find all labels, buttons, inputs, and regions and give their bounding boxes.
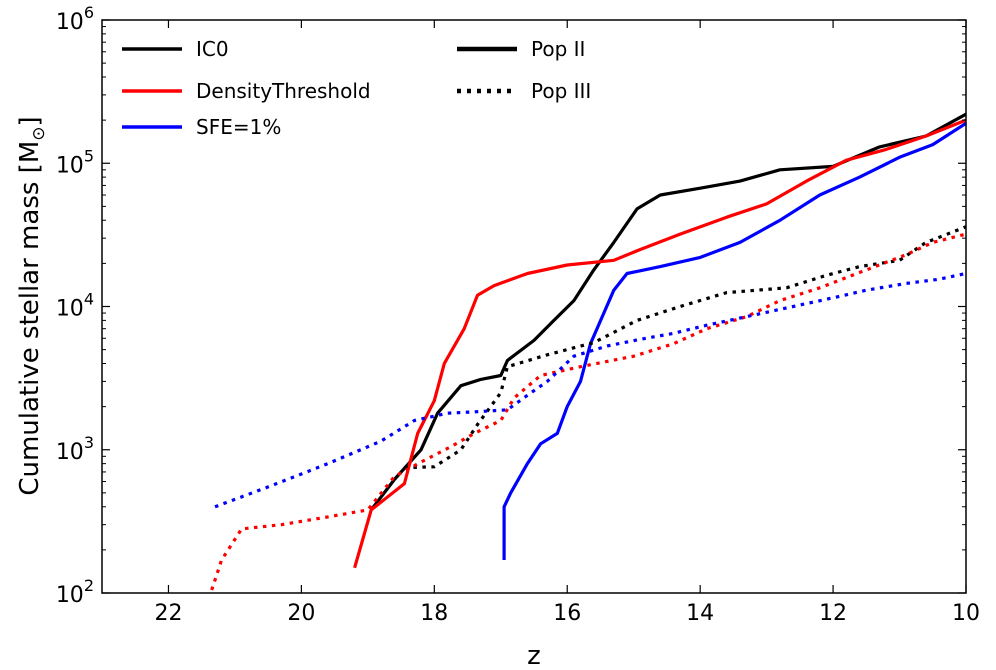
y-axis-label-close: ]	[15, 116, 45, 126]
plot-area-frame	[101, 19, 967, 594]
x-tick-label: 10	[952, 601, 980, 626]
legend-label-ic0: IC0	[196, 37, 229, 61]
series-line-ic0-pop-ii	[369, 112, 967, 511]
y-axis-label: Cumulative stellar mass [M⊙]	[15, 116, 49, 495]
y-tick-label: 105	[56, 146, 94, 178]
x-tick-label: 18	[420, 601, 448, 626]
x-tick-label: 12	[819, 601, 847, 626]
y-tick-label: 103	[56, 433, 94, 465]
series-line-sfe-1-pop-iii	[214, 271, 967, 509]
series-line-sfe-1-pop-ii	[502, 121, 967, 560]
x-tick-label: 20	[287, 601, 315, 626]
x-tick-label: 16	[553, 601, 581, 626]
x-tick-label: 14	[686, 601, 714, 626]
legend: IC0 DensityThreshold SFE=1% Pop II Pop I…	[122, 37, 591, 139]
series-line-ic0-pop-iii	[404, 225, 967, 470]
y-axis-label-sun-symbol: ⊙	[29, 126, 49, 140]
series-line-densitythreshold-pop-ii	[353, 118, 967, 569]
y-tick-label: 102	[56, 576, 94, 608]
x-axis-label: z	[527, 641, 541, 670]
x-tick-label: 22	[154, 601, 182, 626]
series-layer	[210, 112, 967, 591]
ticks-layer: 22 20 18 16 14 12 10 102 103 104 105 106	[56, 3, 980, 626]
y-tick-label: 106	[56, 3, 94, 35]
y-axis-label-main: Cumulative stellar mass [M	[15, 141, 45, 496]
legend-label-densitythreshold: DensityThreshold	[196, 79, 371, 103]
legend-label-pop3: Pop III	[531, 79, 591, 103]
legend-label-sfe: SFE=1%	[196, 115, 281, 139]
legend-label-pop2: Pop II	[531, 37, 585, 61]
series-line-densitythreshold-pop-iii	[210, 232, 967, 591]
y-tick-label: 104	[56, 290, 94, 322]
